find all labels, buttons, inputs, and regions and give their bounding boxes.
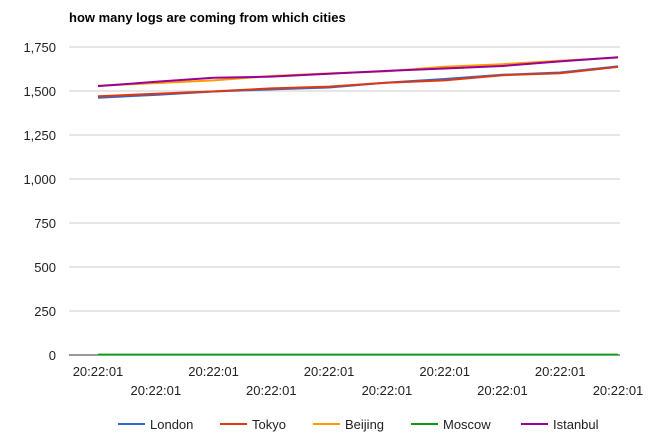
series-line-tokyo: [97, 65, 619, 98]
y-tick-label: 0: [49, 348, 56, 363]
legend-label-istanbul: Istanbul: [553, 417, 599, 432]
y-tick-label: 500: [34, 260, 56, 275]
x-tick-label: 20:22:01: [188, 364, 239, 379]
legend-label-london: London: [150, 417, 193, 432]
x-axis-ticks: 20:22:01 20:22:01 20:22:01 20:22:01 20:22:01…: [73, 364, 644, 398]
y-tick-label: 1,500: [23, 84, 56, 99]
x-tick-label: 20:22:01: [535, 364, 586, 379]
x-tick-label: 20:22:01: [304, 364, 355, 379]
legend-label-moscow: Moscow: [443, 417, 491, 432]
series-line-istanbul: [97, 56, 619, 88]
legend-label-tokyo: Tokyo: [252, 417, 286, 432]
y-axis-ticks: 0 250 500 750 1,000 1,250 1,500 1,750: [23, 40, 56, 363]
x-tick-label: 20:22:01: [593, 383, 644, 398]
x-tick-label: 20:22:01: [246, 383, 297, 398]
x-tick-label: 20:22:01: [130, 383, 181, 398]
series-lines: [97, 56, 619, 356]
x-tick-label: 20:22:01: [73, 364, 124, 379]
x-tick-label: 20:22:01: [477, 383, 528, 398]
x-tick-label: 20:22:01: [362, 383, 413, 398]
chart-title: how many logs are coming from which citi…: [69, 10, 346, 25]
y-tick-label: 1,250: [23, 128, 56, 143]
grid-lines: [69, 46, 620, 356]
y-tick-label: 1,750: [23, 40, 56, 55]
y-tick-label: 250: [34, 304, 56, 319]
y-tick-label: 1,000: [23, 172, 56, 187]
legend: London Tokyo Beijing Moscow Istanbul: [118, 417, 599, 432]
legend-label-beijing: Beijing: [345, 417, 384, 432]
x-tick-label: 20:22:01: [419, 364, 470, 379]
y-tick-label: 750: [34, 216, 56, 231]
